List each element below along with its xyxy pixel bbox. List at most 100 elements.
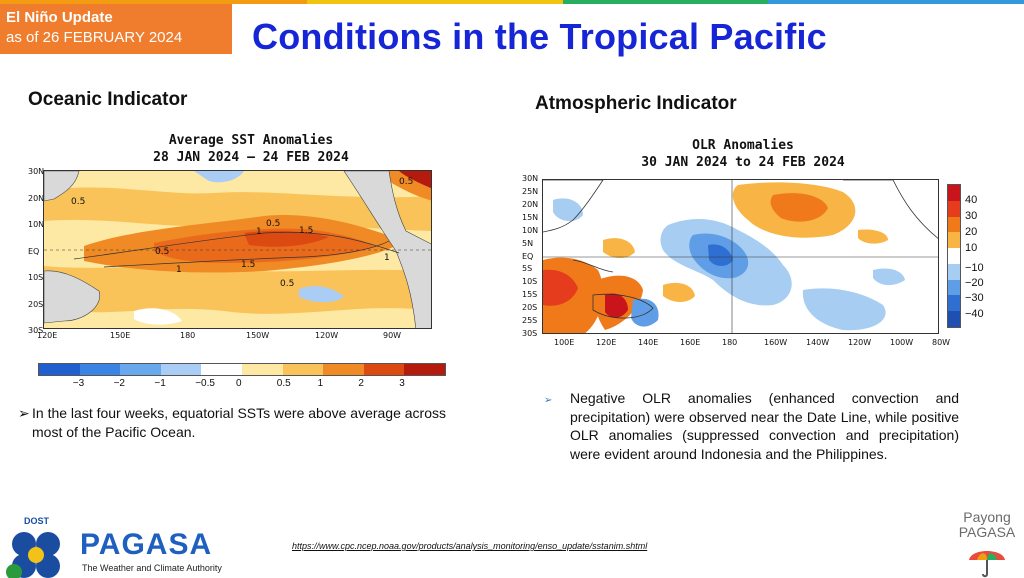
pagasa-wordmark: PAGASA xyxy=(80,528,213,561)
olr-map-title-line2: 30 JAN 2024 to 24 FEB 2024 xyxy=(641,155,845,170)
sst-colorbar-swatch xyxy=(282,364,324,375)
sst-contour-label: 1 xyxy=(256,227,262,237)
olr-lon-label: 120W xyxy=(848,338,872,347)
sst-lat-label: 10S xyxy=(28,273,44,282)
sst-contour-label: 0.5 xyxy=(399,177,414,187)
sst-colorbar-label: 3 xyxy=(399,378,405,389)
sst-colorbar-label: 0.5 xyxy=(276,378,291,389)
olr-lon-label: 160E xyxy=(680,338,701,347)
sst-lat-label: 30N xyxy=(28,167,45,176)
atmospheric-bullet-text: Negative OLR anomalies (enhanced convect… xyxy=(570,390,959,462)
sst-anomaly-map: 0.5 1 1.5 1.5 1 0.5 0.5 1 0.5 0.5 xyxy=(43,170,432,329)
sst-contour-label: 1 xyxy=(384,253,390,263)
olr-colorbar-label: 30 xyxy=(965,210,978,222)
sst-colorbar-swatch xyxy=(323,364,364,375)
olr-colorbar xyxy=(947,184,961,328)
sst-lon-label: 120E xyxy=(37,331,58,340)
sst-contour-label: 0.5 xyxy=(71,197,86,207)
olr-lon-label: 100E xyxy=(554,338,575,347)
olr-lat-label: 25N xyxy=(522,186,539,196)
olr-colorbar-swatch xyxy=(948,216,960,233)
sst-colorbar-label: −1 xyxy=(154,378,166,389)
sst-colorbar xyxy=(38,363,446,376)
olr-lat-label: 15S xyxy=(522,290,538,300)
payong-pagasa-logo: Payong PAGASA xyxy=(950,510,1024,578)
sst-lat-label: EQ xyxy=(28,246,40,256)
olr-colorbar-label: 40 xyxy=(965,194,978,206)
sst-map-title-line2: 28 JAN 2024 — 24 FEB 2024 xyxy=(153,150,349,165)
olr-lat-label: 20S xyxy=(522,303,538,313)
sst-colorbar-label: −2 xyxy=(113,378,125,389)
sst-colorbar-swatch xyxy=(241,364,283,375)
olr-lat-label: 20N xyxy=(522,199,539,209)
olr-lat-label: 15N xyxy=(522,212,539,222)
sst-colorbar-label: −0.5 xyxy=(195,378,215,389)
source-link[interactable]: https://www.cpc.ncep.noaa.gov/products/a… xyxy=(292,541,648,551)
olr-colorbar-swatch xyxy=(948,185,960,201)
dost-label: DOST xyxy=(24,516,50,526)
olr-colorbar-label: 20 xyxy=(965,226,978,238)
sst-contour-label: 0.5 xyxy=(266,219,281,229)
sst-colorbar-swatch xyxy=(39,364,80,375)
olr-lon-label: 160W xyxy=(764,338,788,347)
sst-contour-label: 0.5 xyxy=(280,279,295,289)
olr-lon-label: 140W xyxy=(806,338,830,347)
atmospheric-bullet: ➢ Negative OLR anomalies (enhanced conve… xyxy=(544,389,959,463)
olr-lon-label: 120E xyxy=(596,338,617,347)
sst-colorbar-swatch xyxy=(404,364,445,375)
sst-map-graphic xyxy=(44,171,431,328)
olr-lat-label: 30S xyxy=(522,329,538,338)
sst-contour-label: 1.5 xyxy=(241,260,256,270)
sst-lat-label: 20S xyxy=(28,299,44,309)
top-accent-stripe xyxy=(0,0,1024,4)
olr-lon-label: 140E xyxy=(638,338,659,347)
olr-lat-label: 5S xyxy=(522,264,533,274)
sst-map-title-line1: Average SST Anomalies xyxy=(168,133,334,148)
sst-lon-label: 150W xyxy=(246,331,270,340)
olr-colorbar-label: −20 xyxy=(965,277,984,289)
sst-contour-label: 1 xyxy=(176,265,182,275)
olr-colorbar-label: −30 xyxy=(965,292,984,304)
olr-colorbar-swatch xyxy=(948,311,960,328)
olr-lat-label: 10N xyxy=(522,225,539,235)
oceanic-bullet-text: In the last four weeks, equatorial SSTs … xyxy=(32,405,446,440)
olr-lon-label: 100W xyxy=(890,338,914,347)
sst-lon-label: 150E xyxy=(110,331,131,340)
bullet-arrow-icon: ➢ xyxy=(544,395,553,406)
sst-lon-label: 120W xyxy=(315,331,339,340)
sst-colorbar-label: 2 xyxy=(358,378,364,389)
sst-lat-label: 30S xyxy=(28,326,44,335)
olr-map-title-line1: OLR Anomalies xyxy=(692,138,794,153)
badge-date: as of 26 FEBRUARY 2024 xyxy=(6,29,183,46)
sst-colorbar-swatch xyxy=(363,364,405,375)
olr-colorbar-swatch xyxy=(948,295,960,312)
badge-title: El Niño Update xyxy=(6,9,113,26)
olr-lat-label: 10S xyxy=(522,277,538,287)
oceanic-heading: Oceanic Indicator xyxy=(28,89,188,110)
olr-colorbar-label: −10 xyxy=(965,262,984,274)
olr-colorbar-label: −40 xyxy=(965,308,984,320)
olr-lon-label: 80W xyxy=(932,338,951,347)
sst-colorbar-label: −3 xyxy=(72,378,85,389)
sst-lat-label: 10N xyxy=(28,220,45,229)
olr-colorbar-swatch xyxy=(948,232,960,249)
olr-lat-label: 25S xyxy=(522,316,538,326)
sst-map-title: Average SST Anomalies 28 JAN 2024 — 24 F… xyxy=(126,132,376,166)
umbrella-icon xyxy=(969,551,1005,578)
sst-colorbar-swatch xyxy=(79,364,121,375)
olr-colorbar-swatch xyxy=(948,263,960,280)
olr-map-graphic xyxy=(543,180,938,333)
sst-lon-label: 180 xyxy=(180,331,196,340)
olr-lat-label: 30N xyxy=(522,174,539,183)
sst-contour-label: 1.5 xyxy=(299,226,314,236)
sst-lon-label: 90W xyxy=(383,331,402,340)
olr-map-title: OLR Anomalies 30 JAN 2024 to 24 FEB 2024 xyxy=(608,137,878,171)
payong-text-2: PAGASA xyxy=(958,524,1016,540)
olr-colorbar-swatch xyxy=(948,279,960,296)
pagasa-tagline: The Weather and Climate Authority xyxy=(82,563,222,573)
atmospheric-heading: Atmospheric Indicator xyxy=(535,93,737,114)
sst-contour-label: 0.5 xyxy=(155,247,170,257)
olr-colorbar-label: 10 xyxy=(965,242,978,254)
oceanic-bullet: ➢ In the last four weeks, equatorial SST… xyxy=(18,404,458,441)
sst-colorbar-swatch xyxy=(160,364,202,375)
